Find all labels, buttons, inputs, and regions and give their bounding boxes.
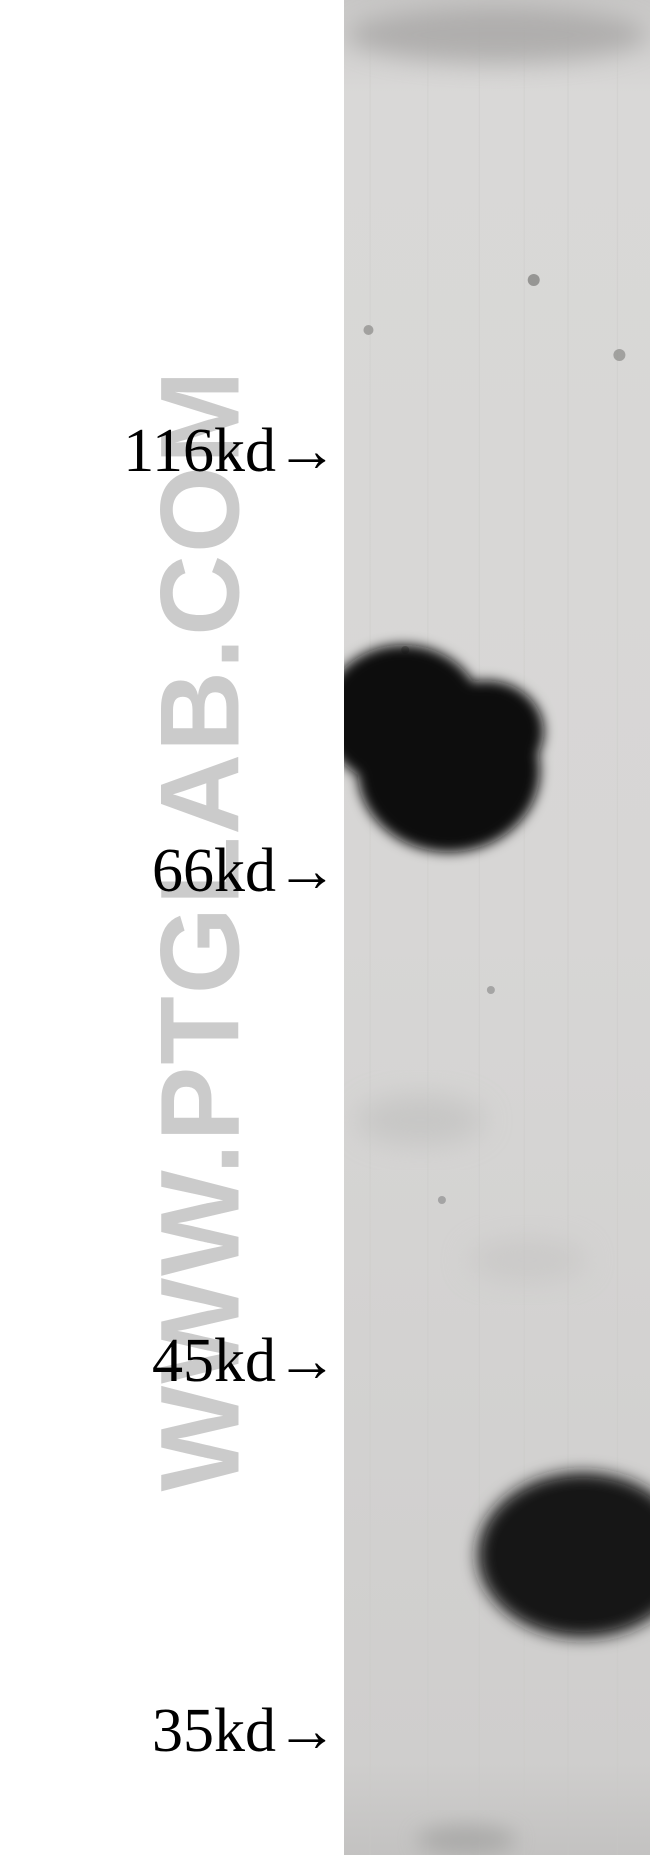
blot-smudge [416,1825,516,1855]
blot-band [344,645,544,852]
mw-marker-label: 35kd→ [152,1696,338,1767]
blot-smudge [347,8,647,63]
lane-svg [344,0,650,1855]
blot-speck [487,986,495,994]
mw-marker-label: 116kd→ [123,416,338,487]
mw-marker-label: 66kd→ [152,836,338,907]
blot-smudge [468,1238,588,1283]
western-blot-lane [344,0,650,1855]
mw-marker-label: 45kd→ [152,1326,338,1397]
blot-speck [613,349,625,361]
blot-smudge [356,1095,486,1145]
blot-speck [363,325,373,335]
blot-band [478,1473,650,1638]
blot-speck [528,274,540,286]
watermark-text: WWW.PTGLAB.COM [136,369,265,1492]
blot-speck [438,1196,446,1204]
